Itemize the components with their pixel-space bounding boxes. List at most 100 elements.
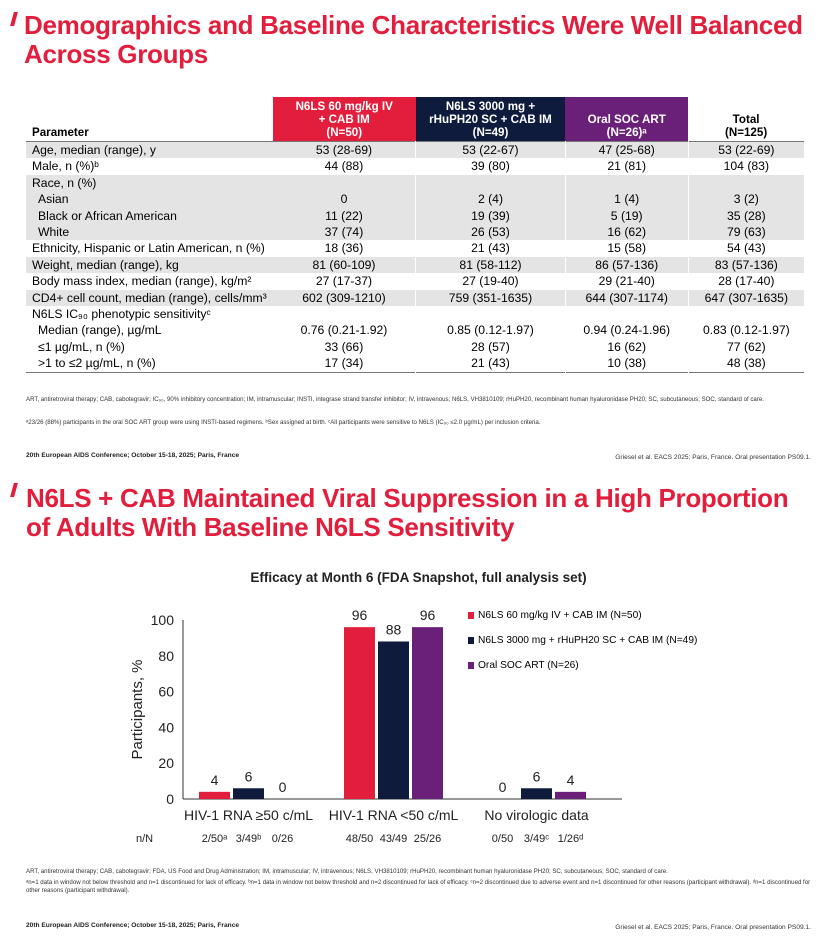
data-label: 0 [279, 779, 287, 795]
cell-group3: 29 (21-40) [565, 273, 689, 290]
y-tick-label: 20 [158, 755, 174, 771]
slide1-title: Demographics and Baseline Characteristic… [24, 11, 803, 69]
y-tick-label: 60 [158, 684, 174, 700]
cell-total: 35 (28) [688, 207, 804, 225]
cell-group3: 1 (4) [565, 191, 689, 208]
cell-group3: 644 (307-1174) [565, 289, 689, 307]
header-total: Total (N=125) [688, 97, 804, 142]
slide1-title-line2: Across Groups [24, 39, 208, 69]
row-parameter: Race, n (%) [26, 174, 273, 192]
header-total-line1: Total [732, 113, 760, 126]
cell-group2 [415, 306, 566, 323]
x-category-label: HIV-1 RNA ≥50 c/mL [184, 807, 313, 823]
table-row: ≤1 µg/mL, n (%) 33 (66) 28 (57) 16 (62) … [26, 338, 804, 356]
header-group3: Oral SOC ART (N=26)ᵃ [565, 97, 689, 142]
table-row: Male, n (%)ᵇ 44 (88) 39 (80) 21 (81) 104… [26, 158, 804, 175]
y-tick-label: 0 [166, 791, 174, 807]
data-label: 0 [499, 779, 507, 795]
header-group1-line1: N6LS 60 mg/kg IV [295, 100, 393, 113]
header-total-line2: (N=125) [724, 126, 768, 139]
cell-group1: 37 (74) [272, 224, 417, 241]
row-parameter: ≤1 µg/mL, n (%) [38, 339, 125, 354]
cell-group3 [565, 174, 689, 192]
nn-label: 25/26 [414, 833, 442, 845]
cell-group2: 39 (80) [415, 158, 566, 175]
slide2-conference: 20th European AIDS Conference; October 1… [26, 922, 240, 929]
cell-group3: 21 (81) [565, 158, 689, 175]
cell-group3: 5 (19) [565, 207, 689, 225]
cell-group2: 27 (19-40) [415, 273, 566, 290]
bar-3-3 [555, 791, 586, 799]
chart-title: Efficacy at Month 6 (FDA Snapshot, full … [250, 570, 587, 585]
header-group2-line3: (N=49) [472, 126, 509, 139]
cell-group2 [415, 174, 566, 192]
y-axis-label: Participants, % [129, 659, 146, 759]
data-label: 88 [386, 621, 402, 637]
cell-group2: 759 (351-1635) [415, 289, 566, 307]
header-parameter: Parameter [32, 126, 89, 139]
cell-group3: 0.94 (0.24-1.96) [565, 322, 689, 339]
slide2-abbreviations: ART, antiretroviral therapy; CAB, cabote… [26, 868, 668, 875]
cell-total: 48 (38) [727, 356, 766, 371]
header-group2: N6LS 3000 mg + rHuPH20 SC + CAB IM (N=49… [415, 97, 566, 142]
cell-group2: 21 (43) [415, 240, 566, 257]
bar-2-3 [521, 788, 552, 799]
cell-group1: 0.76 (0.21-1.92) [272, 322, 417, 339]
header-group2-line2: rHuPH20 SC + CAB IM [429, 113, 552, 126]
cell-group1: 81 (60-109) [272, 256, 417, 274]
cell-group1 [272, 306, 417, 323]
legend-label: Oral SOC ART (N=26) [478, 660, 579, 671]
nn-row-label: n/N [136, 833, 153, 845]
nn-label: 3/49ᵇ [236, 833, 262, 845]
cell-group1: 53 (28-69) [272, 141, 417, 159]
chart-legend: N6LS 60 mg/kg IV + CAB IM (N=50) N6LS 300… [468, 610, 697, 685]
cell-group2: 26 (53) [415, 224, 566, 241]
table-row: Asian 0 2 (4) 1 (4) 3 (2) [26, 191, 804, 208]
cell-total [688, 306, 804, 322]
data-label: 4 [567, 772, 575, 788]
cell-total: 104 (83) [723, 159, 770, 174]
cell-total: 53 (22-69) [688, 141, 804, 159]
row-parameter: Ethnicity, Hispanic or Latin American, n… [32, 241, 265, 256]
table-row: CD4+ cell count, median (range), cells/m… [26, 289, 804, 307]
legend-label: N6LS 3000 mg + rHuPH20 SC + CAB IM (N=49… [478, 635, 698, 646]
title-accent-mark [10, 12, 18, 26]
row-parameter: Weight, median (range), kg [26, 256, 273, 274]
y-tick-label: 40 [158, 719, 174, 735]
slide1-abbreviations: ART, antiretroviral therapy; CAB, cabote… [26, 396, 764, 403]
cell-group2: 21 (43) [415, 355, 566, 373]
slide-demographics: Demographics and Baseline Characteristic… [0, 0, 837, 470]
cell-group1 [272, 174, 417, 192]
legend-swatch [468, 662, 474, 669]
table-row: Body mass index, median (range), kg/m² 2… [26, 273, 804, 290]
data-label: 96 [352, 607, 368, 623]
cell-total: 54 (43) [727, 241, 766, 256]
nn-label: 3/49ᶜ [524, 833, 549, 845]
cell-group1: 602 (309-1210) [272, 289, 417, 307]
demographics-table: Parameter N6LS 60 mg/kg IV + CAB IM (N=5… [26, 97, 804, 373]
cell-group3: 10 (38) [565, 355, 689, 373]
slide1-title-line1: Demographics and Baseline Characteristic… [24, 10, 803, 40]
cell-total: 77 (62) [727, 339, 766, 354]
table-row: Ethnicity, Hispanic or Latin American, n… [26, 240, 804, 257]
table-row: Age, median (range), y 53 (28-69) 53 (22… [26, 141, 804, 159]
table-row: Black or African American 11 (22) 19 (39… [26, 207, 804, 225]
nn-label: 2/50ᵃ [202, 833, 228, 845]
table-header-row: Parameter N6LS 60 mg/kg IV + CAB IM (N=5… [26, 97, 804, 142]
cell-group1: 17 (34) [272, 355, 417, 373]
legend-label: N6LS 60 mg/kg IV + CAB IM (N=50) [478, 610, 642, 621]
cell-group3 [565, 306, 689, 323]
legend-item: N6LS 3000 mg + rHuPH20 SC + CAB IM (N=49… [468, 635, 697, 660]
row-parameter: CD4+ cell count, median (range), cells/m… [26, 289, 273, 307]
header-group3-line2: (N=26)ᵃ [606, 126, 647, 139]
slide1-citation: Griesel et al. EACS 2025; Paris, France.… [615, 454, 811, 461]
slide1-conference: 20th European AIDS Conference; October 1… [26, 452, 240, 459]
cell-total: 0.83 (0.12-1.97) [702, 323, 790, 338]
cell-total [688, 174, 804, 192]
legend-swatch [468, 637, 474, 644]
row-parameter: >1 to ≤2 µg/mL, n (%) [38, 356, 156, 371]
cell-group3: 15 (58) [565, 240, 689, 257]
cell-group1: 33 (66) [272, 338, 417, 356]
nn-label: 43/49 [380, 833, 408, 845]
